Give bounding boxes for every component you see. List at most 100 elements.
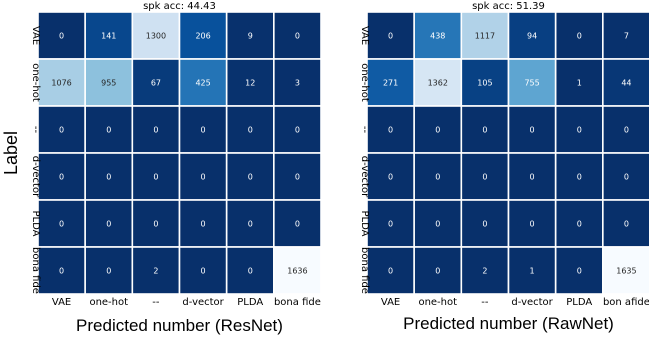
heatmap-cell xyxy=(602,152,649,201)
cell-value-label: 955 xyxy=(101,79,116,88)
cell-value-label: 0 xyxy=(248,220,253,229)
cell-value-label: 0 xyxy=(59,220,64,229)
y-tick-label: -- xyxy=(359,126,370,134)
cell-value-label: 0 xyxy=(482,126,487,135)
x-tick-label: -- xyxy=(152,297,160,308)
chart-title: spk acc: 51.39 xyxy=(472,1,545,12)
heatmap-cell xyxy=(554,246,604,295)
cell-value-label: 0 xyxy=(201,126,206,135)
cell-value-label: 2 xyxy=(482,267,487,276)
cell-value-label: 0 xyxy=(577,32,582,41)
cell-value-label: 105 xyxy=(477,79,492,88)
cell-value-label: 0 xyxy=(624,173,629,182)
heatmap-cell xyxy=(178,152,228,201)
heatmap-cell xyxy=(178,105,228,154)
heatmap-2: 0 438 1117 94 0 7 271 1362 105 755 1 44 0 0 0 0 0 0 0 0 0 0 0 0… xyxy=(359,1,649,333)
heatmap-cell xyxy=(554,199,604,248)
cell-value-label: 9 xyxy=(248,32,253,41)
heatmap-cell xyxy=(507,246,557,295)
heatmap-cell xyxy=(602,246,649,295)
cell-value-label: 44 xyxy=(621,79,631,88)
cell-value-label: 0 xyxy=(577,126,582,135)
cell-value-label: 1362 xyxy=(428,79,448,88)
chart-title: spk acc: 44.43 xyxy=(143,1,216,12)
cell-value-label: 0 xyxy=(59,126,64,135)
cell-value-label: 0 xyxy=(435,173,440,182)
cell-value-label: 0 xyxy=(248,126,253,135)
heatmap-cell xyxy=(273,58,322,107)
heatmap-cell xyxy=(366,105,415,154)
cell-value-label: 0 xyxy=(295,220,300,229)
heatmap-cell xyxy=(225,152,275,201)
cell-value-label: 0 xyxy=(577,220,582,229)
y-tick-label: -- xyxy=(30,126,41,134)
cell-value-label: 0 xyxy=(106,220,111,229)
x-axis-label: Predicted number (RawNet) xyxy=(403,314,614,333)
y-tick-label: d-vector xyxy=(30,156,41,198)
heatmap-cell xyxy=(366,11,415,60)
cell-value-label: 0 xyxy=(577,173,582,182)
heatmap-cell xyxy=(366,199,415,248)
heatmap-cell xyxy=(273,105,322,154)
cell-value-label: 0 xyxy=(106,126,111,135)
cell-value-label: 0 xyxy=(153,126,158,135)
cell-value-label: 1117 xyxy=(475,32,495,41)
heatmap-cell xyxy=(602,11,649,60)
cell-value-label: 1 xyxy=(577,79,582,88)
cell-value-label: 0 xyxy=(153,220,158,229)
cell-value-label: 0 xyxy=(106,173,111,182)
cell-value-label: 0 xyxy=(482,220,487,229)
heatmap-cell xyxy=(178,246,228,295)
heatmap-cell xyxy=(225,105,275,154)
heatmap-cell xyxy=(507,152,557,201)
cell-value-label: 1635 xyxy=(616,267,636,276)
cell-value-label: 0 xyxy=(435,220,440,229)
cell-value-label: 0 xyxy=(106,267,111,276)
heatmap-cell xyxy=(84,105,134,154)
y-tick-label: one-hot xyxy=(30,63,41,102)
cell-value-label: 0 xyxy=(388,220,393,229)
y-tick-label: one-hot xyxy=(359,63,370,102)
cell-value-label: 0 xyxy=(201,220,206,229)
cell-value-label: 0 xyxy=(201,173,206,182)
heatmap-cell xyxy=(413,105,463,154)
cell-value-label: 0 xyxy=(388,126,393,135)
cell-value-label: 0 xyxy=(435,126,440,135)
heatmap-cell xyxy=(507,199,557,248)
heatmap-cell xyxy=(273,246,322,295)
cell-value-label: 0 xyxy=(295,173,300,182)
shared-y-axis-label: Label xyxy=(1,131,21,175)
heatmap-cell xyxy=(602,105,649,154)
heatmap-cell xyxy=(507,58,557,107)
cell-value-label: 1300 xyxy=(146,32,166,41)
heatmap-cell xyxy=(460,105,510,154)
heatmap-cell xyxy=(413,246,463,295)
heatmap-cell xyxy=(602,58,649,107)
cell-value-label: 0 xyxy=(248,267,253,276)
y-tick-label: PLDA xyxy=(30,211,41,237)
heatmap-cell xyxy=(178,58,228,107)
cell-value-label: 3 xyxy=(295,79,300,88)
heatmap-cell xyxy=(84,152,134,201)
y-tick-label: d-vector xyxy=(359,156,370,198)
cell-value-label: 0 xyxy=(624,220,629,229)
cell-value-label: 0 xyxy=(530,173,535,182)
heatmap-cell xyxy=(37,246,86,295)
heatmap-cell xyxy=(84,58,134,107)
y-tick-label: PLDA xyxy=(359,211,370,237)
cell-value-label: 1 xyxy=(530,267,535,276)
heatmap-cell xyxy=(460,58,510,107)
cell-value-label: 755 xyxy=(524,79,539,88)
heatmap-cell xyxy=(225,199,275,248)
cell-value-label: 0 xyxy=(248,173,253,182)
cell-value-label: 0 xyxy=(624,126,629,135)
cell-value-label: 0 xyxy=(388,32,393,41)
cell-value-label: 0 xyxy=(153,173,158,182)
x-tick-label: VAE xyxy=(52,297,71,308)
heatmap-cell xyxy=(131,199,181,248)
cell-value-label: 0 xyxy=(577,267,582,276)
heatmap-1: 0 141 1300 206 9 0 1076 955 67 425 12 3 0 0 0 0 0 0 0 0 0 0 0 0… xyxy=(30,1,322,335)
cell-value-label: 0 xyxy=(295,32,300,41)
cell-value-label: 425 xyxy=(195,79,210,88)
